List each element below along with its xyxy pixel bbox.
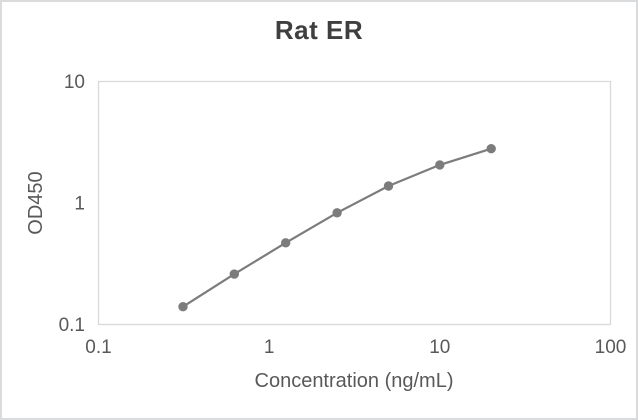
data-point — [435, 160, 445, 170]
chart-title: Rat ER — [274, 15, 364, 45]
series-line — [182, 147, 492, 308]
y-axis-title: OD450 — [25, 171, 47, 234]
x-axis-tick-labels: 0.1 1 10 100 — [85, 337, 626, 358]
data-point — [332, 208, 342, 218]
data-point — [281, 238, 291, 248]
x-tick-label: 0.1 — [85, 337, 111, 358]
y-axis-tick-labels: 0.1 1 10 — [59, 72, 85, 336]
y-tick-label: 0.1 — [59, 315, 85, 336]
series-standard-curve — [178, 144, 496, 312]
x-tick-label: 1 — [264, 337, 275, 358]
data-point — [383, 181, 394, 191]
y-tick-label: 10 — [64, 72, 85, 93]
x-tick-label: 100 — [595, 337, 627, 358]
data-point — [178, 302, 188, 312]
data-point — [486, 144, 496, 154]
data-point — [229, 269, 239, 279]
x-tick-label: 10 — [429, 337, 450, 358]
x-axis-title: Concentration (ng/mL) — [255, 370, 454, 392]
plot-area — [97, 80, 612, 326]
y-tick-label: 1 — [74, 194, 85, 215]
